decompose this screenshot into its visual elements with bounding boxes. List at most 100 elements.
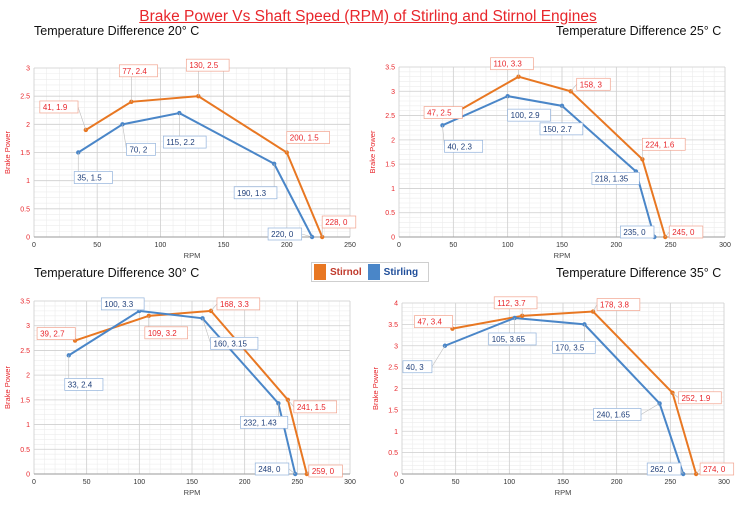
y-tick-label: 1 — [26, 422, 30, 429]
chart-title: Temperature Difference 35° C — [556, 266, 721, 280]
y-tick-label: 1.5 — [20, 397, 30, 404]
chart-temp-diff-20: 0 50 100 150 200 250 0 0.5 1 1.5 2 2.5 3 Temperature … — [3, 24, 357, 260]
svg-text:232, 1.43: 232, 1.43 — [243, 418, 277, 427]
x-tick-label: 50 — [449, 242, 457, 249]
y-tick-label: 3.5 — [388, 322, 398, 329]
x-tick-label: 0 — [32, 242, 36, 249]
data-label-stirnol: 130, 2.5 — [185, 58, 230, 97]
data-label-stirling: 150, 2.7 — [539, 105, 584, 136]
y-tick-label: 4 — [394, 301, 398, 308]
y-tick-label: 1.5 — [385, 162, 395, 169]
svg-text:39, 2.7: 39, 2.7 — [40, 330, 65, 339]
svg-text:47, 3.4: 47, 3.4 — [417, 318, 442, 327]
y-axis-label: Brake Power — [368, 130, 377, 173]
x-tick-label: 150 — [218, 242, 230, 249]
x-tick-label: 50 — [452, 479, 460, 486]
svg-text:40, 3: 40, 3 — [406, 363, 424, 372]
data-point-stirnol — [520, 313, 525, 319]
data-label-stirnol: 39, 2.7 — [36, 327, 76, 341]
svg-text:47, 2.5: 47, 2.5 — [427, 109, 452, 118]
svg-text:220, 0: 220, 0 — [271, 230, 294, 239]
x-axis-label: RPM — [555, 488, 572, 497]
y-tick-label: 2.5 — [20, 348, 30, 355]
y-tick-label: 1 — [26, 178, 30, 185]
x-tick-label: 100 — [503, 479, 515, 486]
x-tick-label: 100 — [502, 242, 514, 249]
legend-swatch-stirling — [367, 264, 380, 280]
y-tick-label: 3.5 — [20, 299, 30, 306]
y-tick-label: 3 — [26, 323, 30, 330]
data-label-stirnol: 112, 3.7 — [493, 296, 538, 316]
svg-text:190, 1.3: 190, 1.3 — [237, 189, 266, 198]
y-tick-label: 0 — [26, 472, 30, 479]
legend-label-stirnol: Stirnol — [330, 266, 362, 278]
svg-text:109, 3.2: 109, 3.2 — [148, 329, 177, 338]
data-label-stirnol: 47, 2.5 — [423, 106, 463, 119]
x-tick-label: 300 — [344, 479, 356, 486]
y-tick-label: 2.5 — [388, 365, 398, 372]
data-point-stirnol — [146, 313, 152, 319]
legend: Stirnol Stirling — [311, 262, 430, 282]
svg-text:248, 0: 248, 0 — [258, 465, 281, 474]
x-tick-label: 250 — [665, 242, 677, 249]
x-tick-label: 150 — [556, 242, 568, 249]
svg-text:33, 2.4: 33, 2.4 — [68, 380, 93, 389]
x-tick-label: 0 — [32, 479, 36, 486]
data-label-stirling: 240, 1.65 — [593, 403, 660, 421]
y-tick-label: 3.5 — [385, 65, 395, 72]
data-point-stirnol — [196, 93, 201, 99]
y-tick-label: 2.5 — [385, 113, 395, 120]
data-label-stirnol: 110, 3.3 — [490, 57, 534, 77]
svg-text:224, 1.6: 224, 1.6 — [645, 140, 674, 149]
x-tick-label: 100 — [155, 242, 167, 249]
svg-text:160, 3.15: 160, 3.15 — [214, 339, 248, 348]
svg-text:158, 3: 158, 3 — [580, 80, 603, 89]
svg-text:235, 0: 235, 0 — [623, 228, 646, 237]
x-tick-label: 200 — [239, 479, 251, 486]
svg-text:112, 3.7: 112, 3.7 — [497, 299, 526, 308]
data-label-stirling: 40, 2.3 — [442, 125, 484, 153]
svg-text:105, 3.65: 105, 3.65 — [492, 335, 526, 344]
svg-text:41, 1.9: 41, 1.9 — [43, 103, 68, 112]
data-label-stirnol: 274, 0 — [695, 462, 735, 476]
svg-text:218, 1.35: 218, 1.35 — [595, 174, 629, 183]
y-tick-label: 0.5 — [385, 210, 395, 217]
y-tick-label: 1.5 — [20, 150, 30, 157]
data-point-stirnol — [590, 309, 596, 314]
data-label-stirnol: 259, 0 — [306, 464, 343, 478]
y-tick-label: 2 — [394, 386, 398, 393]
data-label-stirnol: 228, 0 — [321, 215, 357, 237]
svg-text:170, 3.5: 170, 3.5 — [555, 343, 584, 352]
chart-temp-diff-35: 0 50 100 150 200 250 300 0 0.5 1 1.5 2 2.5 3 3.5 4 Tempe… — [371, 266, 735, 497]
svg-text:110, 3.3: 110, 3.3 — [494, 60, 523, 69]
y-tick-label: 0.5 — [20, 447, 30, 454]
x-tick-label: 50 — [93, 242, 101, 249]
svg-text:178, 3.8: 178, 3.8 — [600, 301, 629, 310]
data-label-stirnol: 241, 1.5 — [287, 399, 338, 414]
data-label-stirling: 40, 3 — [402, 345, 446, 374]
y-tick-label: 1 — [394, 429, 398, 436]
x-tick-label: 0 — [397, 242, 401, 249]
data-label-stirling: 190, 1.3 — [233, 163, 278, 200]
x-tick-label: 0 — [400, 479, 404, 486]
chart-temp-diff-25: 0 50 100 150 200 250 300 0 0.5 1 1.5 2 2.5 3 3.5 Temper… — [368, 24, 731, 260]
y-tick-label: 0 — [26, 235, 30, 242]
y-tick-label: 2.5 — [20, 94, 30, 101]
x-tick-label: 300 — [719, 242, 731, 249]
y-tick-label: 3 — [394, 343, 398, 350]
svg-text:35, 1.5: 35, 1.5 — [77, 174, 102, 183]
data-label-stirling: 105, 3.65 — [488, 317, 537, 346]
svg-text:115, 2.2: 115, 2.2 — [166, 138, 195, 147]
data-label-stirling: 220, 0 — [267, 227, 313, 241]
data-label-stirling: 115, 2.2 — [163, 113, 207, 149]
data-label-stirling: 35, 1.5 — [73, 152, 113, 184]
data-label-stirnol: 224, 1.6 — [642, 137, 686, 160]
data-point-stirnol — [304, 471, 310, 477]
data-label-stirnol: 77, 2.4 — [118, 64, 158, 102]
data-label-stirnol: 252, 1.9 — [672, 391, 722, 405]
legend-swatch-stirnol — [314, 264, 326, 280]
chart-title: Temperature Difference 30° C — [34, 266, 199, 280]
svg-text:262, 0: 262, 0 — [650, 465, 673, 474]
data-label-stirnol: 245, 0 — [664, 225, 704, 239]
x-tick-label: 200 — [610, 242, 622, 249]
